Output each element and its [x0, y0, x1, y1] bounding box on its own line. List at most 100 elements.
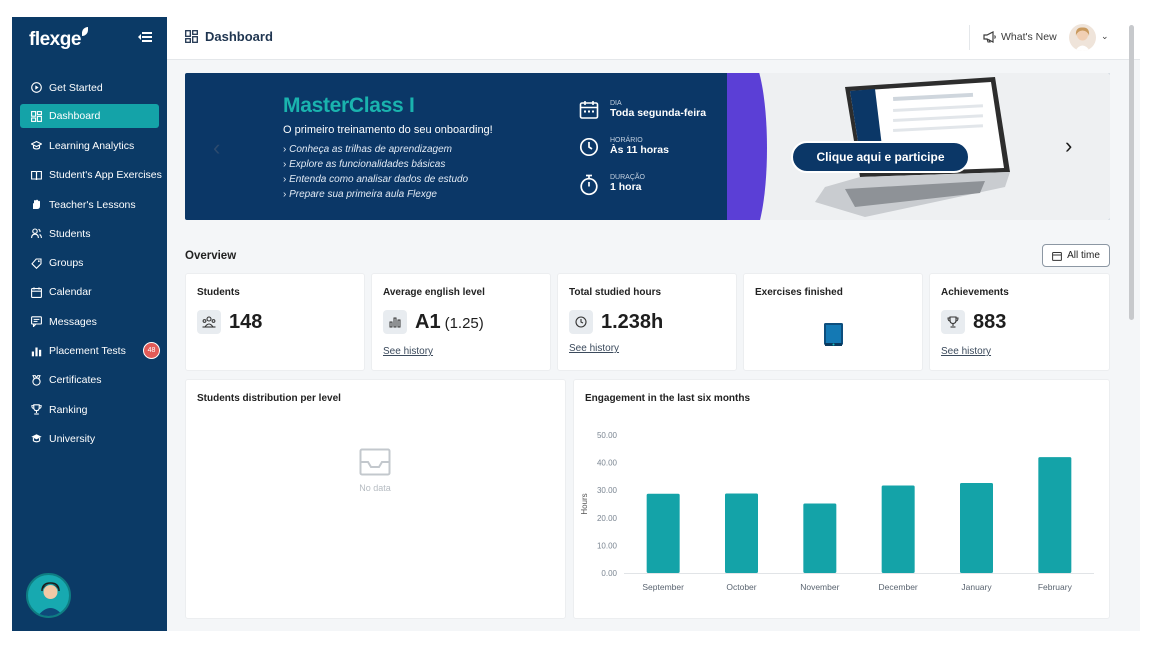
play-circle-icon	[31, 82, 42, 93]
bar-october[interactable]	[725, 493, 758, 573]
trophy-icon	[941, 310, 965, 334]
list-item: Conheça as trilhas de aprendizagem	[283, 144, 468, 159]
stopwatch-icon	[580, 174, 598, 196]
sidebar-item-label: Messages	[49, 315, 97, 328]
sidebar-item-university[interactable]: University	[12, 424, 167, 453]
y-tick-label: 0.00	[601, 569, 617, 578]
y-tick-label: 30.00	[597, 486, 618, 495]
stat-value: 1.238h	[601, 310, 664, 333]
graduation-cap-icon	[31, 140, 42, 151]
collapse-sidebar-icon[interactable]	[138, 31, 152, 43]
y-tick-label: 50.00	[597, 431, 618, 440]
card-title: Students	[197, 287, 240, 298]
engagement-chart: 0.00 10.00 20.00 30.00 40.00 50.00 Hours Septem…	[580, 431, 1094, 592]
see-history-link[interactable]: See history	[569, 343, 620, 354]
sidebar-item-calendar[interactable]: Calendar	[12, 278, 167, 307]
bar-december[interactable]	[881, 485, 915, 573]
clock-icon	[569, 310, 593, 334]
sidebar-item-placement-tests[interactable]: Placement Tests 48	[12, 336, 167, 365]
sidebar-item-label: Groups	[49, 257, 84, 270]
see-history-link[interactable]: See history	[383, 346, 434, 357]
logo-leaf-icon	[81, 27, 88, 36]
bar-january[interactable]	[960, 483, 993, 573]
sidebar-item-messages[interactable]: Messages	[12, 307, 167, 336]
sidebar: flexge Get Started Dashboard Learning Anal…	[12, 17, 167, 631]
sidebar-item-students[interactable]: Students	[12, 219, 167, 248]
banner-subtitle: O primeiro treinamento do seu onboarding…	[283, 124, 493, 136]
y-tick-label: 40.00	[597, 459, 618, 468]
card-title: Total studied hours	[569, 287, 662, 298]
banner-bullets: Conheça as trilhas de aprendizagem Explo…	[283, 144, 468, 204]
level-icon	[383, 310, 407, 334]
y-axis-label: Hours	[580, 493, 589, 514]
x-tick-label: November	[800, 582, 839, 592]
card-title: Students distribution per level	[197, 393, 341, 404]
banner-prev-icon[interactable]: ‹	[213, 135, 221, 160]
scrollbar[interactable]	[1129, 25, 1134, 320]
tag-icon	[31, 258, 42, 269]
mortarboard-icon	[31, 433, 42, 444]
message-icon	[31, 316, 42, 328]
support-avatar[interactable]	[26, 573, 71, 618]
banner-accent	[727, 73, 767, 220]
sidebar-item-get-started[interactable]: Get Started	[12, 73, 167, 102]
chevron-down-icon[interactable]: ⌄	[1101, 31, 1109, 41]
time-filter-button[interactable]: All time	[1042, 244, 1110, 267]
bar-february[interactable]	[1038, 457, 1072, 573]
list-item: Entenda como analisar dados de estudo	[283, 174, 468, 189]
see-history-link[interactable]: See history	[941, 346, 992, 357]
sidebar-item-groups[interactable]: Groups	[12, 248, 167, 277]
stat-card-achievements: Achievements 883 See history	[929, 273, 1110, 371]
x-tick-label: February	[1038, 582, 1073, 592]
sidebar-item-teacher-s-lessons[interactable]: Teacher's Lessons	[12, 190, 167, 219]
sidebar-item-label: Placement Tests	[49, 345, 126, 358]
trophy-icon	[31, 404, 42, 415]
sidebar-item-student-s-app-exercises[interactable]: Student's App Exercises	[12, 161, 167, 190]
chart-title: Engagement in the last six months	[585, 393, 751, 404]
sidebar-item-label: Certificates	[49, 374, 102, 387]
sidebar-item-dashboard[interactable]: Dashboard	[20, 104, 159, 129]
dashboard-icon	[185, 30, 198, 43]
notification-badge: 48	[143, 342, 160, 360]
logo[interactable]: flexge	[29, 27, 88, 51]
banner-next-icon[interactable]: ›	[1065, 133, 1073, 158]
card-title: Exercises finished	[755, 287, 843, 298]
page-title: Dashboard	[185, 29, 273, 44]
students-icon	[197, 310, 221, 334]
y-tick-label: 10.00	[597, 541, 618, 550]
bar-november[interactable]	[803, 503, 837, 573]
no-data-label: No data	[359, 483, 391, 493]
calendar-icon	[31, 287, 42, 298]
distribution-card: Students distribution per level No data	[185, 379, 566, 619]
banner-info-day: DIA Toda segunda-feira	[579, 100, 706, 120]
stat-card-students: Students 148	[185, 273, 365, 371]
hand-icon	[31, 199, 42, 210]
sidebar-item-learning-analytics[interactable]: Learning Analytics	[12, 131, 167, 160]
header-divider	[969, 25, 970, 50]
sidebar-item-certificates[interactable]: Certificates	[12, 366, 167, 395]
sidebar-item-label: Ranking	[49, 403, 88, 416]
sidebar-item-ranking[interactable]: Ranking	[12, 395, 167, 424]
app-window: flexge Get Started Dashboard Learning Anal…	[12, 17, 1140, 631]
x-tick-label: January	[961, 582, 992, 592]
medal-icon	[31, 374, 42, 386]
whats-new-button[interactable]: What's New	[983, 31, 1057, 43]
user-avatar[interactable]	[1069, 24, 1096, 51]
megaphone-icon	[983, 31, 996, 43]
clock-icon	[579, 137, 599, 157]
cta-button[interactable]: Clique aqui e participe	[791, 141, 970, 173]
no-data-placeholder: No data	[358, 448, 392, 493]
card-title: Average english level	[383, 287, 485, 298]
stat-value: A1 (1.25)	[415, 310, 484, 333]
inbox-icon	[359, 448, 391, 476]
bar-september[interactable]	[646, 493, 680, 573]
sidebar-item-label: Dashboard	[49, 110, 101, 123]
card-title: Achievements	[941, 287, 1009, 298]
sidebar-item-label: Learning Analytics	[49, 139, 135, 152]
dashboard-icon	[31, 110, 42, 122]
banner-info-duration: DURAÇÃO 1 hora	[579, 174, 645, 196]
calendar-icon	[1052, 251, 1062, 261]
sidebar-item-label: University	[49, 432, 96, 445]
masterclass-banner[interactable]: ‹ › MasterClass I O primeiro treinamento…	[185, 73, 1110, 220]
bar-chart-icon	[31, 346, 42, 357]
